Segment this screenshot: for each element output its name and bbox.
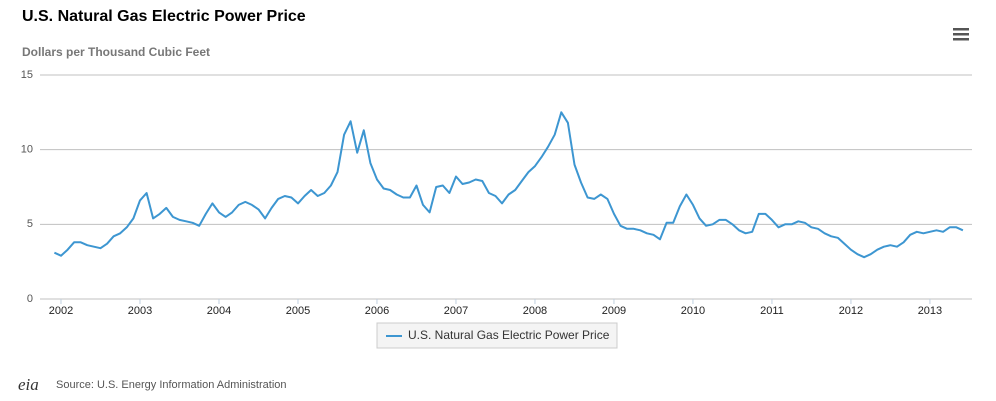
menu-button[interactable] xyxy=(952,26,970,42)
legend-box[interactable] xyxy=(376,322,618,349)
x-tick-label: 2011 xyxy=(760,305,784,317)
x-tick-label: 2007 xyxy=(444,305,468,317)
plot-area: 0 5 10 15 2002 2003 2004 2005 2006 2007 2008 2009 20… xyxy=(21,69,972,317)
menu-bar xyxy=(953,28,969,31)
chart-title: U.S. Natural Gas Electric Power Price xyxy=(22,8,306,25)
legend[interactable]: U.S. Natural Gas Electric Power Price xyxy=(376,322,618,349)
menu-bar xyxy=(953,33,969,36)
x-tick-label: 2013 xyxy=(918,305,942,317)
chart-subtitle: Dollars per Thousand Cubic Feet xyxy=(22,45,210,59)
x-tick-label: 2002 xyxy=(49,305,73,317)
y-tick-label: 0 xyxy=(27,293,33,305)
x-tick-label: 2009 xyxy=(602,305,626,317)
x-tick-label: 2004 xyxy=(207,305,231,317)
x-tick-label: 2012 xyxy=(839,305,863,317)
line-series xyxy=(53,111,964,259)
y-tick-label: 5 xyxy=(27,218,33,230)
source: Source: U.S. Energy Information Administ… xyxy=(56,379,287,391)
y-tick-label: 15 xyxy=(21,69,33,81)
x-tick-label: 2006 xyxy=(365,305,389,317)
x-tick-label: 2008 xyxy=(523,305,547,317)
menu-bar xyxy=(953,38,969,41)
x-tick-label: 2010 xyxy=(681,305,705,317)
x-tick-label: 2003 xyxy=(128,305,152,317)
x-tick-label: 2005 xyxy=(286,305,310,317)
logo: eia xyxy=(18,375,39,394)
legend-label[interactable]: U.S. Natural Gas Electric Power Price xyxy=(408,328,610,342)
y-tick-label: 10 xyxy=(21,144,33,156)
